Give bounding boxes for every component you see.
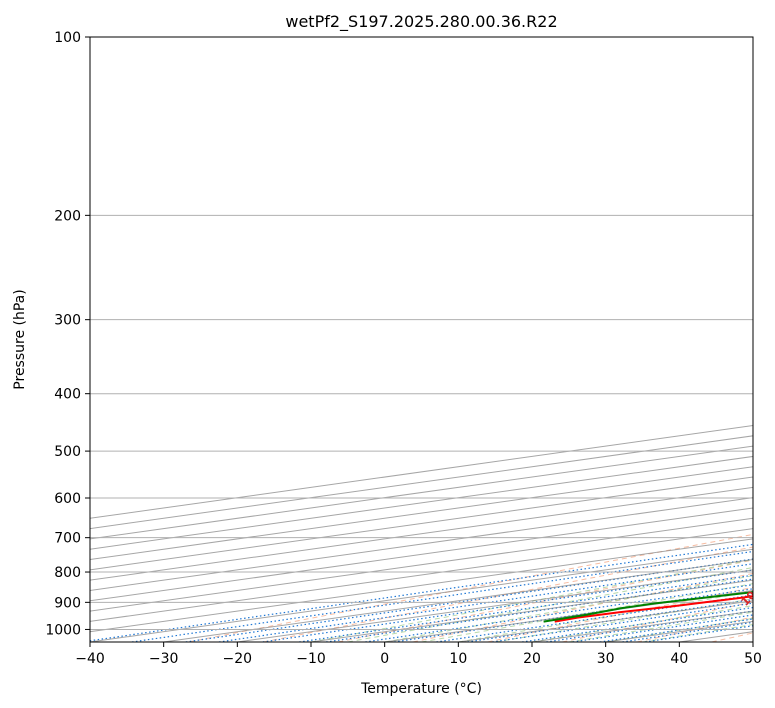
x-tick-label: −40 xyxy=(75,651,105,667)
moist-adiabat xyxy=(568,611,753,642)
x-axis: −40 −30 −20 −10 0 10 20 30 40 50 xyxy=(75,642,762,667)
dry-adiabat xyxy=(412,572,753,642)
profile-lines xyxy=(543,591,753,623)
mixing-ratio-line xyxy=(326,578,753,642)
isotherm-line xyxy=(90,548,753,642)
x-tick-label: 50 xyxy=(744,651,762,667)
isotherm-line xyxy=(90,455,753,550)
x-tick-label: 10 xyxy=(449,651,467,667)
moist-adiabat xyxy=(605,617,753,642)
isotherm-line xyxy=(679,631,753,642)
mixing-ratio-line xyxy=(299,574,753,642)
isotherm-line xyxy=(90,476,753,571)
mixing-ratio-line xyxy=(218,563,753,642)
isotherm-line xyxy=(90,445,753,540)
isotherm-line xyxy=(237,569,753,642)
isotherm-line xyxy=(752,641,753,642)
y-tick-label: 100 xyxy=(54,30,81,46)
y-tick-label: 900 xyxy=(54,595,81,611)
y-tick-label: 300 xyxy=(54,313,81,329)
y-tick-label: 500 xyxy=(54,444,81,460)
y-tick-label: 800 xyxy=(54,565,81,581)
isotherm-line xyxy=(90,425,753,519)
y-tick-label: 700 xyxy=(54,531,81,547)
moist-adiabat xyxy=(458,590,753,642)
dry-adiabat xyxy=(636,616,753,642)
temperature-profile xyxy=(554,595,753,623)
x-tick-label: 20 xyxy=(523,651,541,667)
isotherm-line xyxy=(310,579,753,642)
x-tick-label: −30 xyxy=(149,651,179,667)
y-tick-label: 200 xyxy=(54,208,81,224)
isotherm-line xyxy=(90,507,753,602)
isotherm-line xyxy=(163,559,753,642)
isotherm-line xyxy=(90,528,753,622)
isotherm-line xyxy=(90,497,753,591)
plot-frame xyxy=(89,36,754,643)
dry-adiabat xyxy=(338,559,753,642)
y-axis: 100 200 300 400 500 600 700 800 900 1000 xyxy=(45,30,90,638)
y-tick-label: 400 xyxy=(54,387,81,403)
moist-adiabat xyxy=(642,623,753,642)
x-axis-label: Temperature (°C) xyxy=(360,681,482,697)
isotherm-line xyxy=(90,486,753,581)
dewpoint-profile xyxy=(543,591,753,623)
chart-title: wetPf2_S197.2025.280.00.36.R22 xyxy=(285,12,557,32)
x-tick-label: 30 xyxy=(597,651,615,667)
x-tick-label: −10 xyxy=(296,651,326,667)
x-tick-label: 0 xyxy=(380,651,389,667)
moist-adiabat xyxy=(310,559,753,642)
isotherm-line xyxy=(605,620,753,642)
x-tick-label: −20 xyxy=(223,651,253,667)
dry-adiabat xyxy=(188,533,753,642)
mixing-ratio-line xyxy=(365,584,753,642)
isotherm-line xyxy=(90,538,753,633)
y-axis-label: Pressure (hPa) xyxy=(12,289,28,389)
y-tick-label: 1000 xyxy=(45,622,81,638)
moist-adiabat xyxy=(347,567,753,642)
dry-adiabat xyxy=(263,546,753,642)
dry-adiabat xyxy=(711,632,753,642)
moist-adiabat xyxy=(384,575,753,642)
isotherm-line xyxy=(90,466,753,561)
isotherm-line xyxy=(90,517,753,612)
isotherm-line xyxy=(458,600,753,642)
background-lines xyxy=(90,533,753,642)
line-labels: -100-90-80-70-60-50-40-30-20-10010203040… xyxy=(739,588,759,608)
x-tick-label: 40 xyxy=(670,651,688,667)
isotherm-line xyxy=(90,435,753,530)
y-tick-label: 600 xyxy=(54,491,81,507)
grid-lines xyxy=(90,37,753,642)
moist-adiabat xyxy=(421,583,753,642)
isotherm-label: 10 xyxy=(739,588,759,608)
